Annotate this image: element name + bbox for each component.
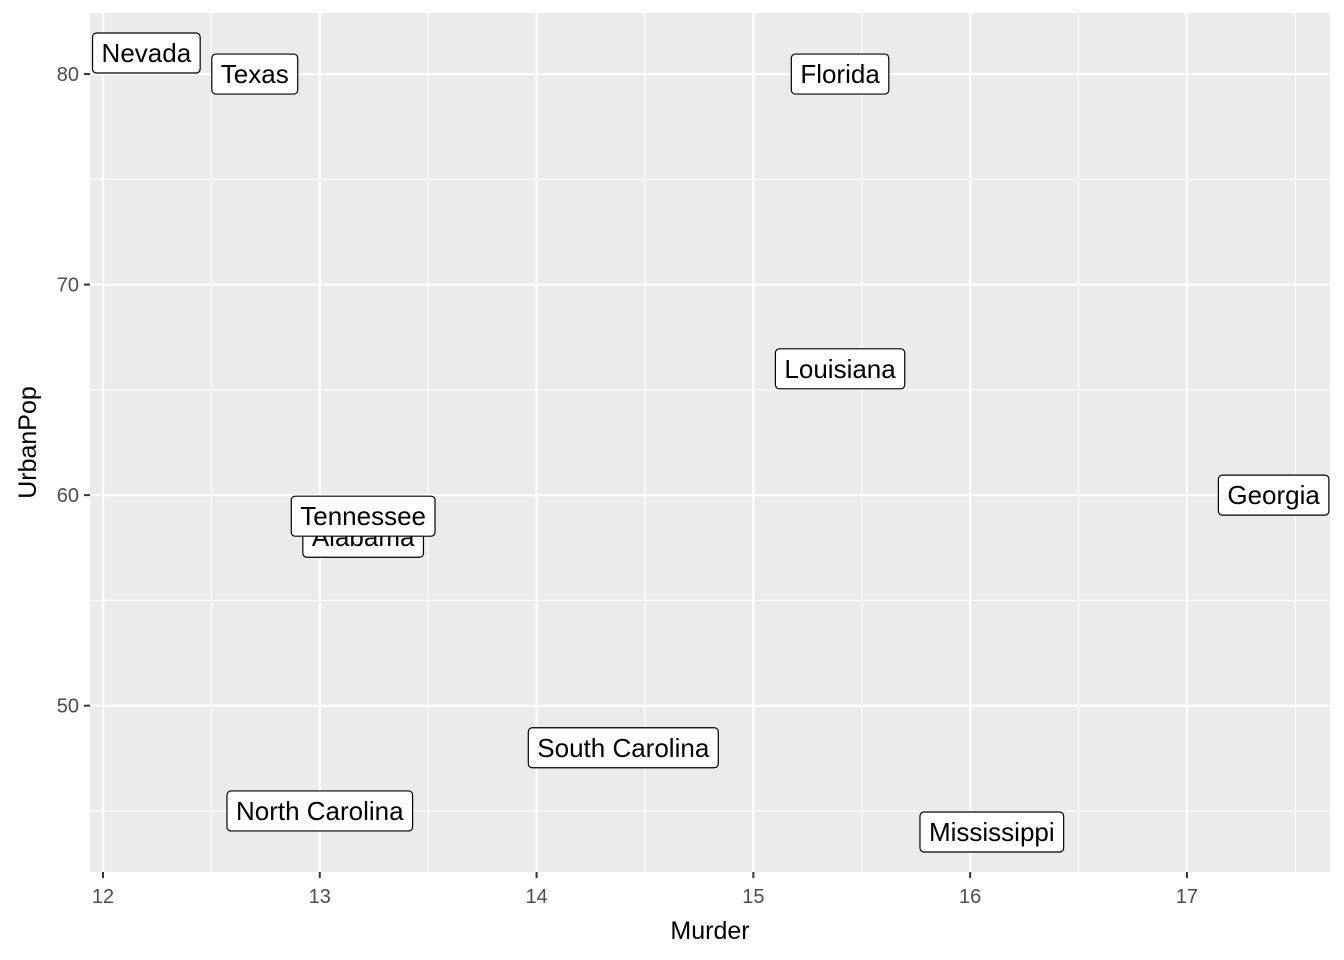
minor-gridlines <box>90 13 1330 872</box>
label-box <box>1217 474 1330 516</box>
point-label-louisiana: Louisiana <box>774 348 906 390</box>
x-tick-label: 16 <box>959 886 981 908</box>
x-tick-label: 12 <box>92 886 114 908</box>
label-text: North Carolina <box>236 796 404 826</box>
label-box <box>527 727 719 769</box>
x-tick-label: 17 <box>1176 886 1198 908</box>
major-gridlines <box>90 13 1330 872</box>
label-text: Mississippi <box>929 817 1055 847</box>
label-box <box>790 53 890 95</box>
label-text: Louisiana <box>784 354 896 384</box>
label-text: Georgia <box>1227 480 1320 510</box>
x-axis-title: Murder <box>670 917 749 945</box>
label-box <box>290 495 436 537</box>
point-label-texas: Texas <box>211 53 299 95</box>
point-label-mississippi: Mississippi <box>919 811 1065 853</box>
x-tick-label: 15 <box>742 886 764 908</box>
label-text: Texas <box>221 59 289 89</box>
point-label-north-carolina: North Carolina <box>226 790 414 832</box>
label-text: Tennessee <box>300 501 426 531</box>
point-label-south-carolina: South Carolina <box>527 727 719 769</box>
label-box <box>91 32 201 74</box>
label-box <box>226 790 414 832</box>
y-tick-label: 70 <box>57 275 79 297</box>
label-text: South Carolina <box>537 733 710 763</box>
point-label-georgia: Georgia <box>1217 474 1330 516</box>
label-box <box>919 811 1065 853</box>
x-tick-label: 13 <box>309 886 331 908</box>
y-tick-label: 80 <box>57 64 79 86</box>
y-tick-label: 50 <box>57 696 79 718</box>
x-tick-label: 14 <box>525 886 547 908</box>
label-box <box>211 53 299 95</box>
label-text: Florida <box>800 59 880 89</box>
y-axis-title: UrbanPop <box>14 386 42 499</box>
point-label-tennessee: Tennessee <box>290 495 436 537</box>
point-label-florida: Florida <box>790 53 890 95</box>
point-label-nevada: Nevada <box>91 32 201 74</box>
axes: 12 13 14 15 16 17 50 60 70 80 <box>57 64 1198 908</box>
y-tick-label: 60 <box>57 485 79 507</box>
label-box <box>774 348 906 390</box>
label-text: Nevada <box>102 38 192 68</box>
